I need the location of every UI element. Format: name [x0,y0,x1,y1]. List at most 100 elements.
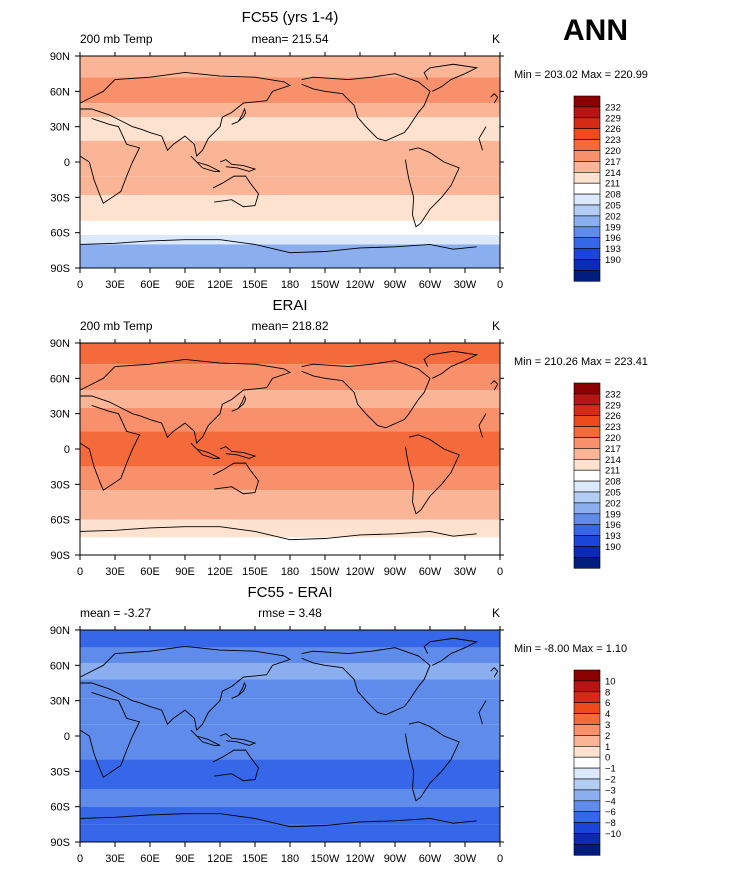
colorbar-label: 208 [605,477,621,488]
coastline [80,691,141,778]
y-tick-label: 90S [50,263,70,275]
coastline [490,380,499,391]
y-tick-label: 30N [50,409,70,421]
colorbar-swatch [573,204,601,217]
colorbar-swatch [573,735,601,747]
colorbar-swatch [573,811,601,823]
colorbar-label: 4 [605,709,610,720]
contour-band [80,519,500,538]
coastline [423,63,479,92]
contour-band [80,77,500,104]
x-tick-label: 30E [105,566,125,578]
y-tick-label: 60S [50,515,70,527]
colorbar-swatch [573,756,601,769]
colorbar-label: 6 [605,698,610,709]
colorbar-swatch [573,844,601,856]
colorbar-label: 232 [605,102,621,113]
colorbar-label: 199 [605,222,621,233]
contour-band [80,56,500,78]
colorbar-label: 0 [605,753,610,764]
colorbar-label: 2 [605,731,610,742]
coastline [231,107,247,125]
colorbar-swatch [573,724,601,736]
contour-band [80,724,500,760]
y-tick-label: 60N [50,660,70,672]
colorbar-swatch [573,448,601,460]
colorbar-swatch [573,437,601,449]
x-tick-label: 150E [242,566,268,578]
x-tick-label: 60E [140,279,160,291]
colorbar-swatch [573,215,601,228]
colorbar-swatch [573,182,601,195]
panel-left-label: 200 mb Temp [80,32,153,46]
x-tick-label: 90W [384,279,407,291]
x-tick-label: 120W [346,853,375,865]
contour-band [80,194,500,221]
colorbar-label: 196 [605,233,621,244]
y-tick-label: 30N [50,696,70,708]
colorbar-label: 223 [605,422,621,433]
x-tick-label: 90E [175,853,195,865]
contour-band [80,490,500,520]
x-tick-label: 120E [207,279,233,291]
coastline [219,446,257,459]
y-tick-label: 90N [50,625,70,637]
x-tick-label: 60E [140,566,160,578]
coastline [80,239,477,254]
colorbar-swatch [573,767,601,780]
y-tick-label: 0 [64,444,70,456]
contour-band [80,759,500,789]
contour-band [80,117,500,141]
contour-band [80,824,500,842]
contour-band [80,244,500,268]
colorbar-swatch [573,172,601,184]
x-tick-label: 120E [207,566,233,578]
colorbar-swatch [573,800,601,812]
coastline [80,526,477,541]
coastline [190,729,221,746]
panel-units: K [492,319,500,333]
x-tick-label: 150W [311,279,340,291]
colorbar-label: −8 [605,818,616,829]
colorbar-label: 10 [605,676,616,687]
colorbar-label: 202 [605,498,621,509]
y-tick-label: 30S [50,766,70,778]
coastline [80,404,141,491]
x-tick-label: 180 [281,566,299,578]
map-field [80,343,500,555]
y-tick-label: 60S [50,802,70,814]
contour-band [80,679,500,699]
colorbar-swatch [573,415,601,427]
y-tick-label: 30N [50,122,70,134]
x-tick-label: 90E [175,279,195,291]
panel-units: K [492,32,500,46]
coastline [80,117,141,204]
x-tick-label: 120E [207,853,233,865]
y-tick-label: 90N [50,51,70,63]
x-tick-label: 150W [311,853,340,865]
colorbar-swatch [573,691,601,703]
colorbar-label: 205 [605,488,621,499]
x-tick-label: 0 [497,566,503,578]
colorbar-swatch [573,106,601,119]
contour-band [80,176,500,195]
x-tick-label: 150E [242,279,268,291]
x-tick-label: 90E [175,566,195,578]
x-tick-label: 30W [454,853,477,865]
colorbar-label: 190 [605,542,621,553]
contour-band [80,431,500,467]
colorbar-label: 208 [605,190,621,201]
panel-center-label: rmse = 3.48 [258,606,322,620]
coastline [212,749,259,782]
colorbar-swatch [573,713,601,725]
x-tick-label: 60E [140,853,160,865]
coastline [219,733,257,746]
coastline [478,413,487,438]
colorbar-label: 217 [605,157,621,168]
colorbar-swatch [573,745,601,758]
colorbar-swatch [573,382,601,395]
coastline [405,721,460,802]
coastline [231,394,247,412]
